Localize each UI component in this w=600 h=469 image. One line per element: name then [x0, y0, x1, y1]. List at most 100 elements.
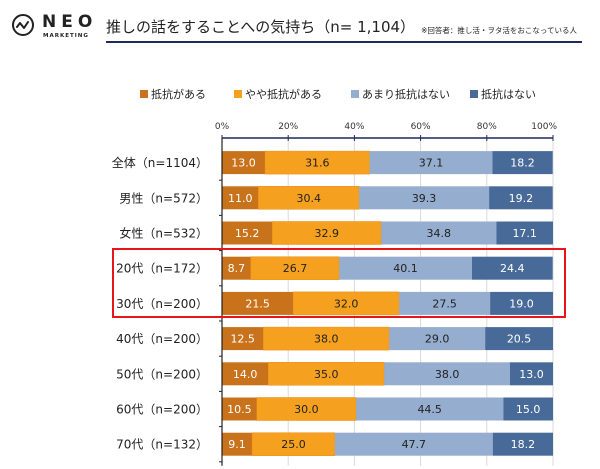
bar-segment — [485, 327, 553, 351]
data-label: 18.2 — [510, 157, 535, 170]
highlight-box-20s-30s — [112, 248, 566, 318]
title-text: 推しの話をすることへの気持ち — [106, 18, 316, 36]
bar-segment — [492, 432, 553, 456]
data-label: 19.0 — [509, 297, 534, 310]
legend-item-little-resistance: あまり抵抗はない — [351, 86, 450, 102]
data-label: 24.4 — [500, 262, 525, 275]
category-label: 40代（n=200） — [116, 332, 208, 346]
bar-segment — [222, 221, 273, 245]
bar-segment — [384, 362, 510, 386]
category-label: 20代（n=172） — [116, 262, 208, 276]
bar-segment — [492, 151, 553, 175]
legend-label: 抵抗がある — [151, 88, 206, 101]
legend-label: 抵抗はない — [481, 88, 536, 101]
data-label: 11.0 — [228, 192, 253, 205]
data-label: 30.0 — [294, 403, 319, 416]
bar-segment — [222, 327, 264, 351]
legend-swatch — [351, 90, 359, 98]
chart-title: 推しの話をすることへの気持ち（n= 1,104） — [106, 20, 415, 35]
data-label: 29.0 — [425, 333, 450, 346]
category-label: 50代（n=200） — [116, 367, 208, 381]
bar-segment — [339, 256, 472, 280]
bar-segment — [471, 256, 553, 280]
neo-marketing-logo: NEO MARKETING — [12, 10, 100, 46]
bar-segment — [489, 186, 553, 210]
bar-segment — [369, 151, 493, 175]
data-label: 15.0 — [516, 403, 541, 416]
legend-label: やや抵抗がある — [245, 88, 322, 101]
legend-swatch — [234, 90, 242, 98]
category-label: 60代（n=200） — [116, 403, 208, 417]
category-label: 女性（n=532） — [119, 226, 208, 241]
data-label: 34.8 — [427, 227, 452, 240]
legend: 抵抗がある やや抵抗がある あまり抵抗はない 抵抗はない — [140, 86, 580, 102]
bar-segment — [222, 362, 269, 386]
bar-segment — [222, 432, 253, 456]
data-label: 25.0 — [281, 438, 306, 451]
bar-segment — [222, 397, 257, 421]
bar-segment — [381, 221, 497, 245]
category-label: 全体（n=1104） — [112, 155, 208, 170]
x-tick-label: 40% — [344, 122, 364, 132]
x-tick-label: 60% — [411, 122, 431, 132]
data-label: 13.0 — [519, 368, 544, 381]
legend-item-no-resistance: 抵抗はない — [470, 86, 536, 102]
data-label: 37.1 — [419, 157, 444, 170]
title-bar: 推しの話をすることへの気持ち（n= 1,104） ※回答者：推し活・ヲタ活をおこ… — [106, 13, 582, 43]
bar-segment — [389, 327, 486, 351]
data-label: 13.0 — [231, 157, 256, 170]
bar-segment — [222, 256, 251, 280]
data-label: 19.2 — [509, 192, 534, 205]
data-label: 26.7 — [283, 262, 308, 275]
bar-segment — [399, 291, 491, 315]
data-label: 9.1 — [228, 438, 246, 451]
data-label: 30.4 — [296, 192, 321, 205]
data-label: 32.0 — [334, 297, 359, 310]
data-label: 18.2 — [511, 438, 536, 451]
legend-label: あまり抵抗はない — [362, 88, 450, 101]
bar-segment — [356, 397, 504, 421]
logo-subtext: MARKETING — [43, 33, 89, 39]
data-label: 32.9 — [315, 227, 340, 240]
category-label: 男性（n=572） — [119, 191, 208, 205]
bar-segment — [496, 221, 553, 245]
bar-segment — [490, 291, 553, 315]
x-tick-label: 0% — [215, 122, 230, 132]
category-label: 70代（n=132） — [116, 438, 208, 452]
data-label: 40.1 — [393, 262, 418, 275]
data-label: 10.5 — [227, 403, 252, 416]
data-label: 12.5 — [230, 333, 255, 346]
respondent-note: ※回答者：推し活・ヲタ活をおこなっている人 — [421, 25, 577, 35]
bar-segment — [503, 397, 553, 421]
bar-segment — [222, 291, 294, 315]
data-label: 15.2 — [235, 227, 260, 240]
logo-text: NEO — [42, 12, 98, 32]
data-label: 44.5 — [417, 403, 442, 416]
logo-wave-icon — [12, 14, 34, 36]
data-label: 20.5 — [507, 333, 532, 346]
data-label: 27.5 — [432, 297, 457, 310]
bar-segment — [359, 186, 490, 210]
bar-segment — [334, 432, 493, 456]
data-label: 38.0 — [435, 368, 460, 381]
legend-item-strong-resistance: 抵抗がある — [140, 86, 206, 102]
x-tick-label: 80% — [477, 122, 497, 132]
legend-swatch — [470, 90, 478, 98]
data-label: 35.0 — [314, 368, 339, 381]
x-tick-label: 20% — [278, 122, 298, 132]
legend-swatch — [140, 90, 148, 98]
legend-item-some-resistance: やや抵抗がある — [234, 86, 322, 102]
title-sample-size: （n= 1,104） — [315, 18, 416, 36]
data-label: 47.7 — [402, 438, 427, 451]
x-tick-label: 100% — [531, 122, 557, 132]
bar-segment — [222, 186, 259, 210]
data-label: 21.5 — [245, 297, 270, 310]
bar-segment — [509, 362, 553, 386]
category-label: 30代（n=200） — [116, 297, 208, 311]
data-label: 8.7 — [228, 262, 246, 275]
data-label: 17.1 — [512, 227, 537, 240]
data-label: 14.0 — [233, 368, 258, 381]
data-label: 38.0 — [314, 333, 339, 346]
data-label: 31.6 — [305, 157, 330, 170]
